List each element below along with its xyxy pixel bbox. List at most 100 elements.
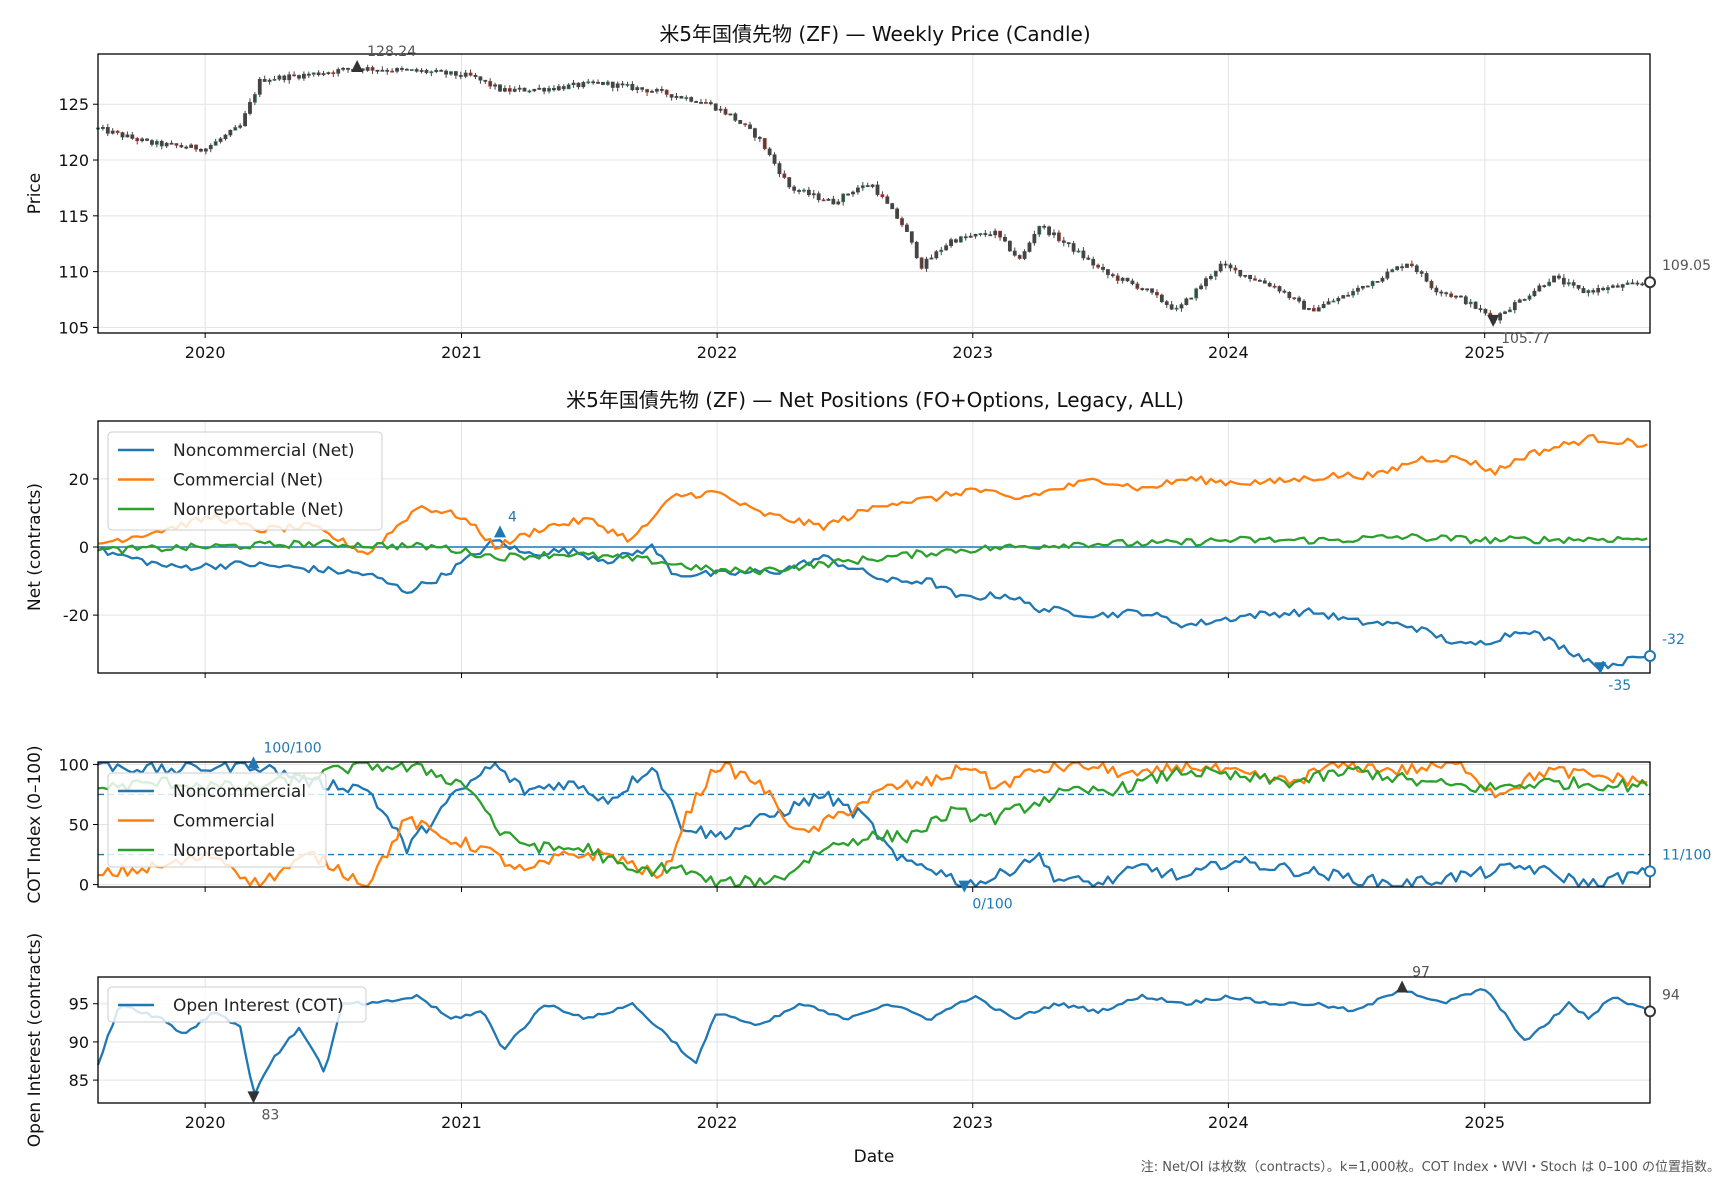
candle-body — [762, 138, 767, 150]
candle-body — [184, 146, 189, 149]
legend-label-nonreportable: Nonreportable — [173, 841, 295, 861]
max-marker — [1396, 980, 1409, 993]
min-marker — [247, 1091, 260, 1104]
candle-body — [836, 201, 841, 205]
candle-body — [336, 69, 341, 74]
candle-body — [478, 76, 483, 81]
candle-body — [1228, 264, 1233, 269]
candle-body — [1056, 232, 1061, 242]
candle-body — [125, 134, 130, 138]
candle-body — [939, 249, 944, 252]
candle-body — [556, 86, 561, 91]
candle-body — [713, 103, 718, 111]
candle-body — [821, 199, 826, 202]
candle-body — [1125, 277, 1130, 282]
candle-body — [238, 125, 243, 128]
oi-y-axis-label: Open Interest (contracts) — [25, 933, 45, 1147]
oi-legend: Open Interest (COT) — [107, 986, 367, 1023]
candle-body — [890, 203, 895, 210]
candle-body — [208, 145, 213, 150]
candle-body — [507, 88, 512, 92]
candle-body — [1071, 243, 1076, 252]
candle-body — [1552, 275, 1556, 283]
candle-body — [542, 87, 547, 92]
candle-body — [1184, 298, 1189, 305]
candle-body — [929, 257, 934, 260]
min-marker — [1487, 314, 1500, 327]
candle-body — [1463, 296, 1468, 305]
legend-label-noncommercial: Noncommercial — [173, 782, 306, 802]
candle-body — [1091, 259, 1096, 266]
candle-body — [1243, 274, 1248, 277]
y-tick-label: 0 — [79, 876, 89, 895]
candle-body — [419, 70, 424, 72]
candle-body — [1213, 270, 1218, 277]
candle-body — [257, 78, 262, 95]
candle-body — [1449, 293, 1453, 297]
candle-body — [243, 113, 247, 127]
net-y-axis-label: Net (contracts) — [25, 483, 45, 611]
candle-body — [463, 72, 468, 77]
candle-body — [816, 193, 821, 201]
candle-body — [914, 241, 919, 259]
candle-body — [1076, 250, 1081, 253]
candle-body — [973, 233, 978, 237]
y-tick-label: 20 — [69, 470, 89, 489]
candle-body — [1238, 269, 1243, 277]
candle-body — [855, 187, 860, 193]
candle-body — [473, 75, 478, 77]
candle-body — [297, 75, 301, 79]
candle-body — [1101, 266, 1105, 270]
candle-body — [1218, 263, 1223, 272]
candle-body — [1130, 280, 1135, 285]
price-plot-frame — [97, 53, 1651, 334]
legend-label-commercial-net: Commercial (Net) — [173, 471, 323, 491]
candle-body — [1360, 285, 1365, 289]
candle-body — [1292, 297, 1297, 300]
candle-body — [517, 87, 522, 90]
candle-body — [851, 191, 855, 195]
candle-body — [1434, 287, 1439, 293]
candle-body — [252, 94, 257, 103]
candle-body — [1003, 236, 1007, 242]
candle-body — [919, 257, 924, 269]
candle-body — [522, 87, 527, 92]
candle-body — [723, 108, 728, 115]
candle-body — [115, 130, 120, 133]
candle-body — [1414, 265, 1419, 272]
candle-body — [615, 83, 620, 88]
candle-body — [1557, 275, 1561, 279]
cot-y-axis-label: COT Index (0–100) — [25, 745, 45, 903]
candle-body — [498, 84, 502, 92]
candle-body — [934, 251, 939, 259]
candle-body — [311, 72, 316, 75]
candle-body — [1017, 254, 1022, 259]
candle-body — [444, 70, 448, 75]
x-tick-label-2023: 2023 — [952, 1113, 993, 1132]
candle-body — [571, 82, 576, 86]
candle-body — [998, 230, 1002, 238]
candle-body — [1061, 240, 1066, 243]
candle-body — [983, 233, 988, 235]
candle-body — [1581, 288, 1586, 294]
candle-body — [1459, 295, 1463, 298]
candle-body — [400, 68, 404, 70]
candle-body — [806, 189, 811, 196]
candle-body — [458, 75, 463, 77]
candle-body — [924, 258, 929, 269]
candle-body — [1223, 263, 1228, 266]
candle-body — [110, 130, 115, 134]
candle-body — [1370, 280, 1375, 287]
candle-body — [1194, 288, 1199, 299]
candle-body — [650, 90, 654, 93]
candle-body — [1635, 282, 1640, 285]
candle-body — [1145, 288, 1150, 291]
candle-body — [370, 67, 375, 71]
candle-body — [1042, 225, 1047, 228]
x-tick-label-2024: 2024 — [1208, 1113, 1249, 1132]
candle-body — [708, 102, 713, 105]
candle-body — [659, 89, 664, 91]
candle-body — [375, 69, 380, 72]
candle-body — [493, 84, 498, 87]
candle-body — [610, 81, 615, 88]
